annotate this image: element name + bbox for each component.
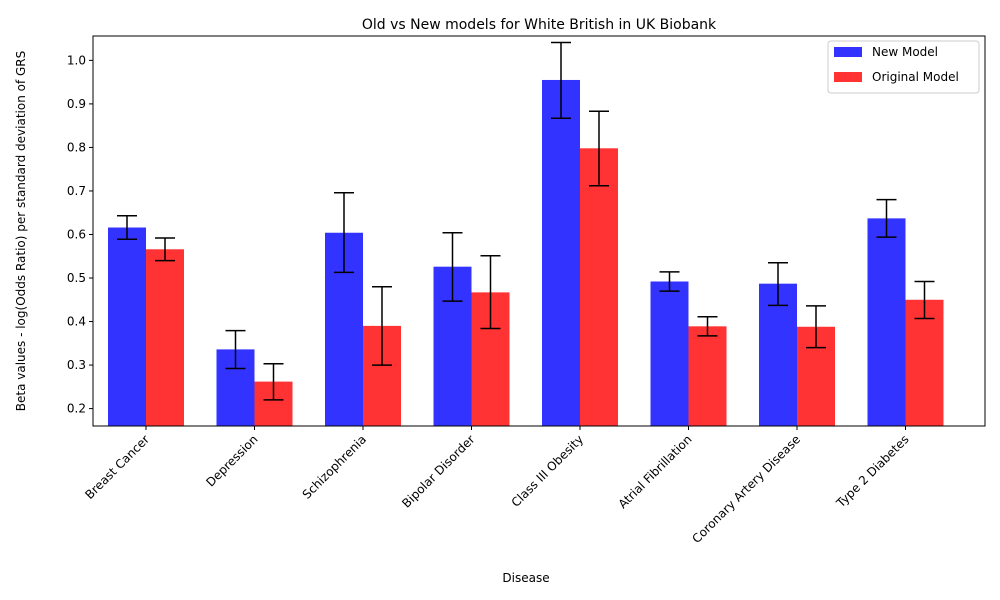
error-bar-original-model-bipolar-disorder [480,255,501,330]
error-bar-original-model-breast-cancer [155,237,175,262]
y-tick-label: 0.4 [67,315,86,329]
error-bar-original-model-atrial-fibrillation [697,315,718,337]
error-bar-original-model-coronary-artery-disease [806,305,826,349]
error-bar-original-model-depression [263,363,284,401]
y-tick-label: 0.2 [67,402,86,416]
y-tick-label: 1.0 [67,53,86,67]
legend-swatch-new-model [834,47,862,57]
error-bar-new-model-bipolar-disorder [442,231,463,302]
x-tick-label-type-2-diabetes: Type 2 Diabetes [833,432,912,511]
bar-new-model-class-iii-obesity [542,79,580,427]
legend-label-new-model: New Model [872,45,938,59]
x-tick-label-coronary-artery-disease: Coronary Artery Disease [689,432,803,546]
bar-new-model-atrial-fibrillation [650,281,689,426]
error-bar-new-model-depression [225,329,246,370]
y-tick-label: 0.8 [67,140,86,154]
x-tick-label-atrial-fibrillation: Atrial Fibrillation [616,432,695,511]
bar-original-model-breast-cancer [146,249,184,426]
bar-original-model-class-iii-obesity [580,148,618,426]
legend: New Model Original Model [827,40,980,94]
error-bar-original-model-class-iii-obesity [589,110,609,187]
x-axis-title: Disease [502,571,549,585]
error-bar-new-model-type-2-diabetes [876,198,897,238]
y-tick-label: 0.9 [67,97,86,111]
error-bar-new-model-class-iii-obesity [551,41,571,120]
legend-swatch-original-model [834,72,862,82]
error-bar-original-model-schizophrenia [372,285,392,366]
bar-original-model-atrial-fibrillation [688,326,727,426]
legend-box [827,40,980,94]
x-tick-label-class-iii-obesity: Class III Obesity [509,432,587,510]
x-tick-label-schizophrenia: Schizophrenia [300,432,370,502]
legend-label-original-model: Original Model [872,70,959,84]
bar-new-model-coronary-artery-disease [759,283,797,426]
error-bar-new-model-coronary-artery-disease [768,262,788,307]
error-bar-new-model-atrial-fibrillation [659,271,680,292]
chart-title: Old vs New models for White British in U… [362,17,717,33]
error-bar-original-model-type-2-diabetes [914,280,935,320]
plot-frame [92,35,986,427]
y-tick-label: 0.6 [67,227,86,241]
error-bar-new-model-schizophrenia [334,191,354,274]
x-tick-label-bipolar-disorder: Bipolar Disorder [399,432,477,510]
x-tick-label-depression: Depression [203,432,260,489]
y-axis-title: Beta values - log(Odds Ratio) per standa… [14,51,28,412]
bar-new-model-breast-cancer [108,227,146,426]
y-tick-label: 0.5 [67,271,86,285]
x-tick-label-breast-cancer: Breast Cancer [82,432,152,502]
error-bar-new-model-breast-cancer [117,215,137,241]
bar-new-model-type-2-diabetes [867,218,906,426]
bar-original-model-type-2-diabetes [905,299,944,426]
y-tick-label: 0.3 [67,358,86,372]
y-tick-label: 0.7 [67,184,86,198]
